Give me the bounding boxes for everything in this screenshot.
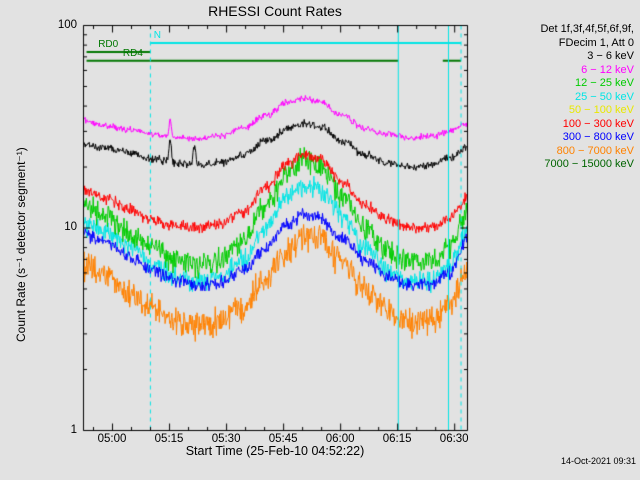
y-tick-label: 1 <box>70 423 77 436</box>
legend-entry: 12 − 25 keV <box>574 77 634 89</box>
legend-header: Det 1f,3f,4f,5f,6f,9f, <box>540 23 634 35</box>
legend-entry: 25 − 50 keV <box>574 90 634 103</box>
x-axis-label: Start Time (25-Feb-10 04:52:22) <box>185 444 365 458</box>
generation-timestamp: 14-Oct-2021 09:31 <box>560 456 636 466</box>
x-tick-label: 05:15 <box>154 433 184 445</box>
x-tick-label: 05:30 <box>211 433 241 445</box>
x-tick-label: 06:00 <box>325 433 355 445</box>
chart-title: RHESSI Count Rates <box>208 3 342 19</box>
x-tick-label: 06:30 <box>439 433 469 445</box>
legend-header: FDecim 1, Att 0 <box>558 36 634 49</box>
x-tick-label: 06:15 <box>382 433 412 445</box>
legend-entry: 7000 − 15000 keV <box>544 158 634 170</box>
y-tick-label: 100 <box>57 18 77 31</box>
flag-label: N <box>153 30 161 42</box>
flag-label: RD4 <box>122 48 143 60</box>
legend-entry: 100 − 300 keV <box>562 117 634 130</box>
y-tick-label: 10 <box>64 221 77 233</box>
x-tick-label: 05:45 <box>268 433 298 445</box>
y-axis-label: Count Rate (s⁻¹ detector segment⁻¹) <box>14 147 28 342</box>
legend-entry: 6 − 12 keV <box>581 63 634 76</box>
flag-label: RD0 <box>98 39 119 51</box>
x-tick-label: 05:00 <box>97 433 127 445</box>
legend-entry: 800 − 7000 keV <box>556 144 634 157</box>
legend-entry: 50 − 100 keV <box>568 104 634 116</box>
legend-entry: 300 − 800 keV <box>562 131 634 143</box>
legend-entry: 3 − 6 keV <box>587 50 634 62</box>
